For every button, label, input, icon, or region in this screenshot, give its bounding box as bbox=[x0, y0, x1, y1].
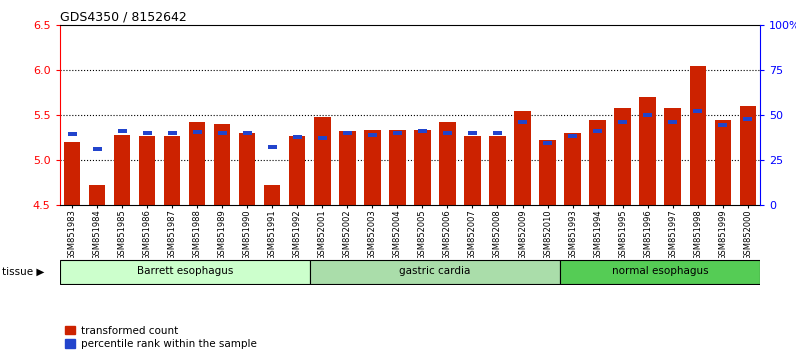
Legend: transformed count, percentile rank within the sample: transformed count, percentile rank withi… bbox=[65, 326, 256, 349]
Bar bbox=[568, 133, 577, 138]
Bar bbox=[393, 131, 402, 135]
Bar bbox=[314, 117, 330, 205]
Bar bbox=[68, 132, 76, 136]
Bar bbox=[543, 141, 552, 145]
Text: Barrett esophagus: Barrett esophagus bbox=[137, 266, 233, 276]
Bar bbox=[518, 120, 527, 124]
Text: gastric cardia: gastric cardia bbox=[400, 266, 470, 276]
Bar bbox=[560, 260, 760, 284]
Bar bbox=[193, 130, 201, 134]
Bar bbox=[214, 124, 230, 205]
Text: tissue ▶: tissue ▶ bbox=[2, 267, 44, 277]
Bar bbox=[164, 136, 181, 205]
Bar bbox=[343, 131, 352, 135]
Bar bbox=[615, 108, 630, 205]
Bar bbox=[218, 131, 227, 135]
Bar bbox=[689, 66, 706, 205]
Bar bbox=[264, 184, 280, 205]
Bar bbox=[743, 117, 752, 121]
Bar bbox=[368, 133, 377, 137]
Bar bbox=[718, 123, 727, 127]
Text: GDS4350 / 8152642: GDS4350 / 8152642 bbox=[60, 11, 186, 24]
Bar bbox=[443, 131, 452, 135]
Bar bbox=[114, 135, 131, 205]
Bar bbox=[139, 136, 155, 205]
Bar bbox=[268, 145, 277, 149]
Bar bbox=[93, 147, 102, 151]
Bar bbox=[468, 131, 477, 135]
Bar bbox=[389, 130, 405, 205]
Bar bbox=[693, 109, 702, 113]
Bar bbox=[540, 140, 556, 205]
Bar bbox=[643, 113, 652, 117]
Bar bbox=[310, 260, 560, 284]
Bar bbox=[118, 129, 127, 133]
Bar bbox=[339, 131, 356, 205]
Bar bbox=[89, 185, 105, 205]
Bar bbox=[739, 106, 755, 205]
Text: normal esophagus: normal esophagus bbox=[612, 266, 708, 276]
Bar bbox=[289, 136, 306, 205]
Bar bbox=[593, 129, 602, 133]
Bar bbox=[564, 133, 580, 205]
Bar bbox=[418, 129, 427, 133]
Bar bbox=[665, 108, 681, 205]
Bar bbox=[589, 120, 606, 205]
Bar bbox=[668, 120, 677, 124]
Bar bbox=[239, 133, 256, 205]
Bar bbox=[142, 131, 152, 135]
Bar bbox=[464, 136, 481, 205]
Bar bbox=[493, 131, 502, 135]
Bar bbox=[490, 136, 505, 205]
Bar bbox=[715, 120, 731, 205]
Bar bbox=[318, 136, 327, 140]
Bar bbox=[243, 131, 252, 135]
Bar bbox=[293, 135, 302, 139]
Bar bbox=[439, 122, 455, 205]
Bar bbox=[639, 97, 656, 205]
Bar bbox=[618, 120, 627, 124]
Bar bbox=[514, 110, 531, 205]
Bar bbox=[189, 122, 205, 205]
Bar bbox=[64, 142, 80, 205]
Bar bbox=[168, 131, 177, 135]
Bar bbox=[414, 130, 431, 205]
Bar bbox=[60, 260, 310, 284]
Bar bbox=[365, 130, 380, 205]
